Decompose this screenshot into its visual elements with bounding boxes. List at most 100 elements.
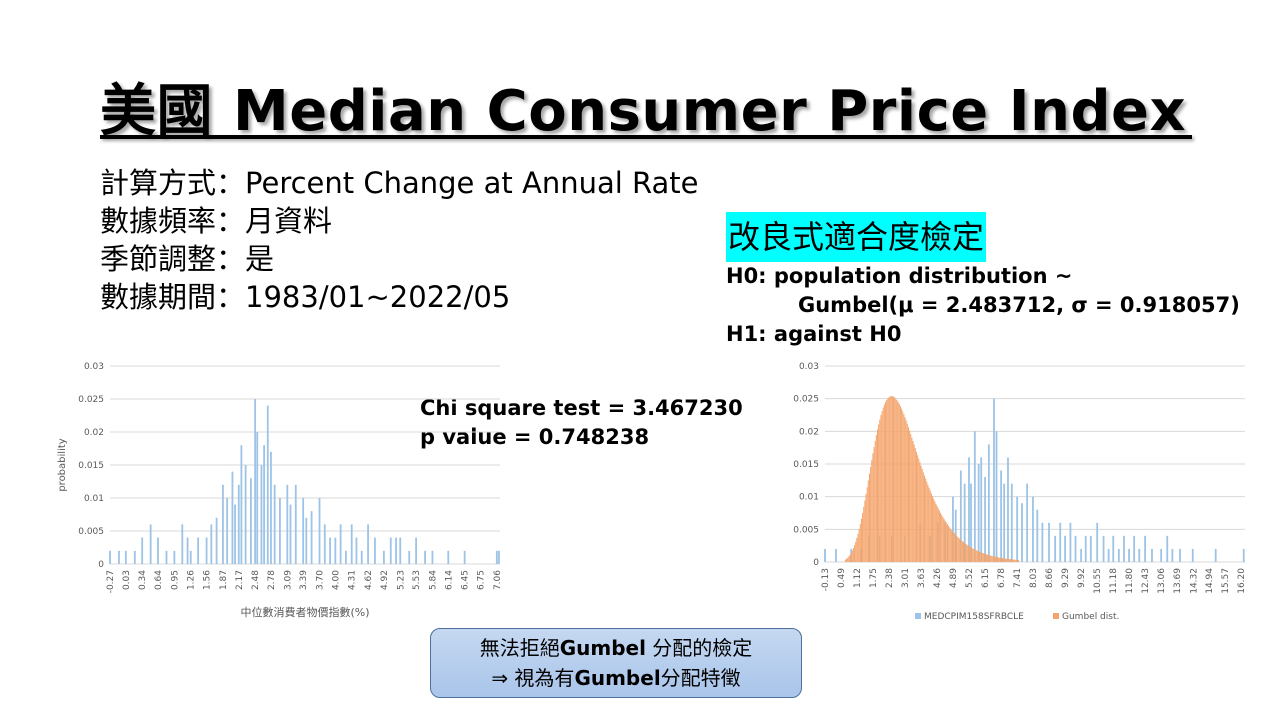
gumbel-bar <box>1011 559 1013 562</box>
histogram-bar <box>186 537 189 564</box>
gumbel-bar <box>948 525 950 562</box>
gumbel-bar <box>926 481 928 562</box>
histogram-bar <box>237 484 240 564</box>
gumbel-bar <box>930 493 932 562</box>
gumbel-bar <box>960 540 962 562</box>
histogram-bar <box>173 550 176 564</box>
histogram-bar <box>495 550 498 564</box>
gumbel-bar <box>1000 557 1002 562</box>
gumbel-bar <box>886 399 888 562</box>
gumbel-bar <box>958 537 960 562</box>
histogram-bar <box>149 524 152 564</box>
gumbel-bar <box>981 552 983 562</box>
data-info: 計算方式：Percent Change at Annual Rate 數據頻率：… <box>100 164 699 316</box>
gumbel-bar <box>942 516 944 562</box>
histogram-bar <box>294 484 297 564</box>
info-separator: ： <box>216 242 246 276</box>
histogram-bar <box>1242 548 1245 562</box>
gumbel-bar <box>871 460 873 562</box>
gumbel-bar <box>945 522 947 562</box>
info-row-method: 計算方式：Percent Change at Annual Rate <box>100 164 699 202</box>
histogram-bar <box>1048 522 1050 562</box>
gumbel-bar <box>933 498 935 562</box>
gumbel-bar <box>897 401 899 562</box>
gumbel-bar <box>996 557 998 562</box>
gumbel-bar <box>966 544 968 562</box>
y-tick-label: 0.01 <box>84 494 104 504</box>
histogram-bar <box>310 511 313 564</box>
gumbel-bar <box>995 556 997 562</box>
histogram-bar <box>399 537 402 564</box>
legend-label: MEDCPIM158SFRBCLE <box>924 612 1024 622</box>
gumbel-bar <box>851 550 853 562</box>
x-tick-label: 6.78 <box>997 568 1007 588</box>
histogram-bar <box>1089 535 1092 562</box>
gumbel-bar <box>972 548 974 562</box>
histogram-bar <box>118 550 120 564</box>
gumbel-bar <box>903 414 905 562</box>
histogram-bar <box>222 484 224 564</box>
histogram-bar <box>1128 548 1130 562</box>
histogram-bar <box>1003 483 1006 562</box>
test-statistics: Chi square test = 3.467230 p value = 0.7… <box>420 394 743 452</box>
p-value: p value = 0.748238 <box>420 425 650 449</box>
x-tick-label: 10.55 <box>1093 568 1103 594</box>
gumbel-bar <box>854 545 856 562</box>
histogram-bar <box>980 457 983 562</box>
histogram-bar <box>431 550 434 564</box>
gumbel-bar <box>887 398 889 562</box>
gumbel-bar <box>953 533 955 562</box>
x-tick-label: 16.20 <box>1237 568 1247 594</box>
x-tick-label: 1.12 <box>853 568 863 588</box>
gumbel-bar <box>980 552 982 562</box>
x-tick-label: 6.15 <box>981 568 991 588</box>
y-tick-label: 0.005 <box>793 525 819 535</box>
gumbel-bar <box>920 465 922 562</box>
gumbel-bar <box>846 558 848 562</box>
x-tick-label: 0.03 <box>122 570 132 590</box>
info-separator: ： <box>216 166 246 200</box>
gumbel-bar <box>877 429 878 562</box>
gumbel-bar <box>943 518 945 562</box>
gumbel-bar <box>985 554 987 562</box>
gumbel-bar <box>929 490 931 562</box>
histogram-bar <box>878 535 881 562</box>
x-tick-label: 4.00 <box>331 570 341 590</box>
x-tick-label: 5.84 <box>428 570 438 590</box>
histogram-bar <box>1021 503 1023 562</box>
x-tick-label: 3.70 <box>316 570 326 590</box>
gumbel-bar <box>1018 560 1020 562</box>
histogram-bar <box>210 524 213 564</box>
histogram-bar <box>273 484 276 564</box>
gumbel-bar <box>857 533 859 562</box>
gumbel-bar <box>935 503 937 562</box>
histogram-bar <box>367 524 369 564</box>
gumbel-bar <box>1005 558 1007 562</box>
x-tick-label: 4.62 <box>364 570 374 590</box>
x-tick-label: 8.66 <box>1045 568 1055 588</box>
gumbel-bar <box>919 462 921 562</box>
x-tick-label: 4.92 <box>380 570 390 590</box>
h1-line: H1: against H0 <box>726 322 902 346</box>
histogram-bar <box>1007 457 1009 562</box>
histogram-bar <box>266 405 269 564</box>
histogram-bar <box>231 471 234 564</box>
info-label: 計算方式 <box>100 166 217 200</box>
histogram-bar <box>1084 535 1087 562</box>
conclusion-text: 無法拒絕 <box>479 636 560 660</box>
gumbel-bar <box>1016 559 1018 562</box>
histogram-bar <box>1059 522 1062 562</box>
histogram-bar <box>263 445 266 564</box>
gumbel-bar <box>938 510 940 562</box>
x-tick-label: 1.87 <box>219 570 229 590</box>
histogram-bar <box>1000 470 1003 562</box>
histogram-bar <box>977 464 980 562</box>
x-tick-label: 4.31 <box>348 570 358 590</box>
gumbel-bar <box>956 535 958 562</box>
gumbel-bar <box>998 557 1000 562</box>
info-value: 是 <box>245 242 275 276</box>
x-tick-label: 5.23 <box>396 570 406 590</box>
gumbel-bar <box>859 524 861 562</box>
gumbel-bar <box>997 557 999 562</box>
gumbel-bar <box>924 475 926 562</box>
